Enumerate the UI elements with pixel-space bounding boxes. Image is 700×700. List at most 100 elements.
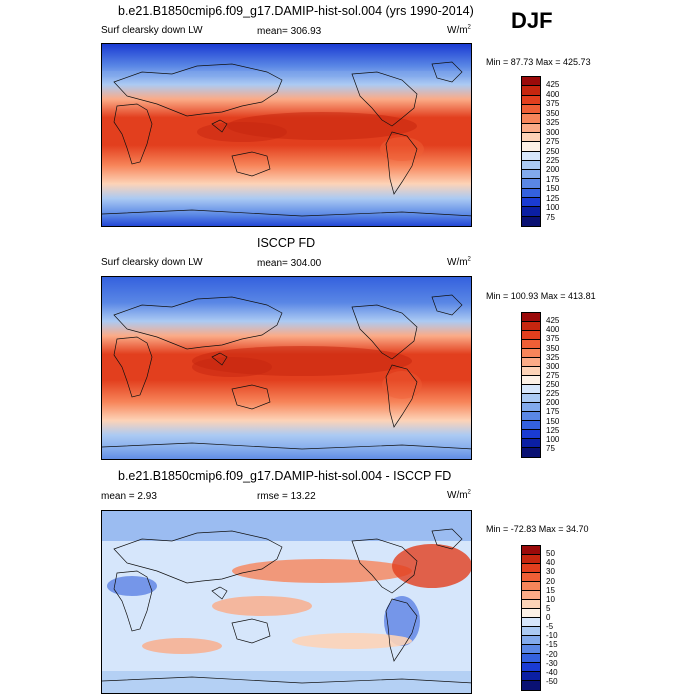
colorbar-tick-label: 300 bbox=[546, 361, 560, 371]
panel-2-title: ISCCP FD bbox=[257, 236, 316, 250]
panel-2-units: W/m2 bbox=[447, 256, 471, 268]
colorbar-swatch bbox=[522, 95, 540, 105]
colorbar-tick-label: 400 bbox=[546, 325, 560, 335]
panel-1-units: W/m2 bbox=[447, 24, 471, 36]
colorbar-swatch bbox=[522, 582, 540, 591]
season-label: DJF bbox=[511, 8, 553, 33]
colorbar-tick-label: 100 bbox=[546, 203, 560, 213]
colorbar-swatch bbox=[522, 151, 540, 161]
panel-3-field bbox=[102, 511, 471, 693]
colorbar-tick-label: 175 bbox=[546, 174, 560, 184]
colorbar-swatch bbox=[522, 618, 540, 627]
colorbar-swatch bbox=[522, 573, 540, 582]
colorbar-swatch bbox=[522, 188, 540, 199]
colorbar-tick-label: 40 bbox=[546, 558, 555, 568]
colorbar-tick-label: -15 bbox=[546, 640, 558, 650]
colorbar-swatch bbox=[522, 681, 540, 690]
colorbar-tick-label: 10 bbox=[546, 594, 555, 604]
colorbar-tick-label: -40 bbox=[546, 667, 558, 677]
colorbar-swatch bbox=[522, 609, 540, 618]
panel-1-minmax: Min = 87.73 Max = 425.73 bbox=[486, 57, 591, 67]
colorbar-swatch bbox=[522, 564, 540, 573]
colorbar-tick-label: 0 bbox=[546, 613, 551, 622]
colorbar-tick-label: -30 bbox=[546, 658, 558, 668]
colorbar-swatch bbox=[522, 672, 540, 681]
colorbar-tick-label: 250 bbox=[546, 380, 560, 389]
colorbar-tick-label: 125 bbox=[546, 425, 560, 435]
colorbar-swatch bbox=[522, 403, 540, 412]
colorbar-tick-label: 200 bbox=[546, 165, 560, 175]
colorbar-swatch bbox=[522, 448, 540, 457]
colorbar-tick-label: 30 bbox=[546, 567, 555, 577]
colorbar-tick-label: 325 bbox=[546, 118, 560, 128]
colorbar-swatch bbox=[522, 367, 540, 376]
colorbar-swatch bbox=[522, 142, 540, 152]
colorbar-swatch bbox=[522, 358, 540, 367]
panel-3-title: b.e21.B1850cmip6.f09_g17.DAMIP-hist-sol.… bbox=[118, 469, 452, 483]
panel-3-map bbox=[101, 510, 472, 694]
colorbar-swatch bbox=[522, 349, 540, 358]
colorbar-swatch bbox=[522, 331, 540, 340]
colorbar-tick-label: 400 bbox=[546, 89, 560, 99]
colorbar-tick-label: 150 bbox=[546, 184, 560, 194]
panel-1-map bbox=[101, 43, 472, 227]
colorbar-tick-label: 300 bbox=[546, 127, 560, 137]
colorbar-swatch bbox=[522, 654, 540, 663]
colorbar-swatch bbox=[522, 179, 540, 189]
colorbar-tick-label: 225 bbox=[546, 389, 560, 399]
colorbar-tick-label: 5 bbox=[546, 603, 551, 613]
colorbar-swatch bbox=[522, 104, 540, 115]
panel-2-map bbox=[101, 276, 472, 460]
colorbar-tick-label: 375 bbox=[546, 334, 560, 344]
panel-3-minmax: Min = -72.83 Max = 34.70 bbox=[486, 524, 589, 534]
colorbar-tick-label: 100 bbox=[546, 434, 560, 444]
colorbar-swatch bbox=[522, 421, 540, 430]
colorbar-tick-label: 150 bbox=[546, 416, 560, 426]
colorbar-swatch bbox=[522, 412, 540, 421]
colorbar-tick-label: 350 bbox=[546, 108, 560, 118]
colorbar-swatch bbox=[522, 216, 540, 226]
colorbar-tick-label: 200 bbox=[546, 398, 560, 408]
colorbar-tick-label: 275 bbox=[546, 137, 560, 147]
colorbar-tick-label: 325 bbox=[546, 352, 560, 362]
colorbar-tick-label: 250 bbox=[546, 146, 560, 156]
colorbar-tick-label: 350 bbox=[546, 343, 560, 353]
colorbar-swatch bbox=[522, 132, 540, 143]
panel-3-rmse-label: rmse = 13.22 bbox=[257, 491, 316, 502]
colorbar-swatch bbox=[522, 385, 540, 394]
panel-1-colorbar bbox=[521, 76, 541, 227]
panel-1-mean-label: mean= 306.93 bbox=[257, 26, 322, 37]
colorbar-swatch bbox=[522, 114, 540, 124]
colorbar-tick-label: -10 bbox=[546, 631, 558, 641]
colorbar-tick-label: 50 bbox=[546, 549, 555, 559]
panel-2-variable-label: Surf clearsky down LW bbox=[101, 257, 203, 268]
panel-1-variable-label: Surf clearsky down LW bbox=[101, 25, 203, 36]
colorbar-swatch bbox=[522, 170, 540, 180]
colorbar-tick-label: 275 bbox=[546, 370, 560, 380]
panel-3-mean-label: mean = 2.93 bbox=[101, 491, 157, 502]
colorbar-swatch bbox=[522, 430, 540, 439]
colorbar-swatch bbox=[522, 546, 540, 555]
panel-2-colorbar bbox=[521, 312, 541, 458]
colorbar-swatch bbox=[522, 555, 540, 564]
panel-2-mean-label: mean= 304.00 bbox=[257, 258, 322, 269]
colorbar-tick-label: 15 bbox=[546, 585, 555, 595]
colorbar-swatch bbox=[522, 123, 540, 133]
panel-2-minmax: Min = 100.93 Max = 413.81 bbox=[486, 291, 596, 301]
colorbar-tick-label: 20 bbox=[546, 576, 555, 586]
colorbar-swatch bbox=[522, 600, 540, 609]
colorbar-tick-label: 175 bbox=[546, 407, 560, 417]
colorbar-tick-label: 125 bbox=[546, 193, 560, 203]
colorbar-swatch bbox=[522, 636, 540, 645]
colorbar-swatch bbox=[522, 663, 540, 672]
colorbar-swatch bbox=[522, 645, 540, 654]
colorbar-swatch bbox=[522, 591, 540, 600]
colorbar-tick-label: -20 bbox=[546, 649, 558, 659]
panel-1-title: b.e21.B1850cmip6.f09_g17.DAMIP-hist-sol.… bbox=[118, 4, 474, 18]
colorbar-swatch bbox=[522, 77, 540, 87]
colorbar-swatch bbox=[522, 313, 540, 322]
panel-3-colorbar bbox=[521, 545, 541, 691]
panel-3-units: W/m2 bbox=[447, 489, 471, 501]
colorbar-tick-label: 75 bbox=[546, 212, 555, 222]
colorbar-tick-label: 375 bbox=[546, 99, 560, 109]
